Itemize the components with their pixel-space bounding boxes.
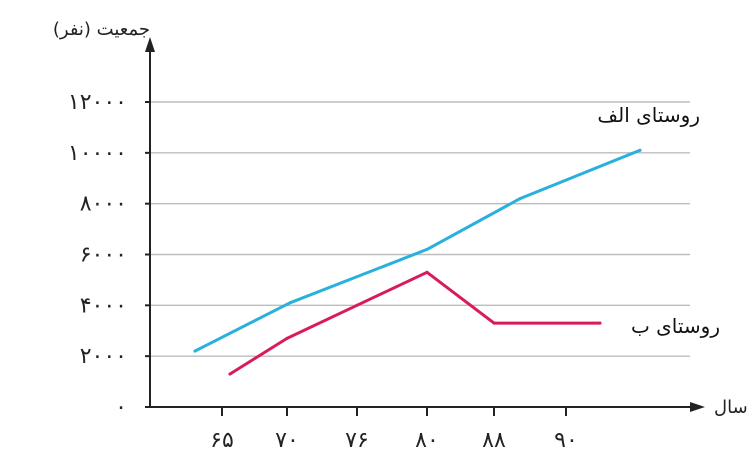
series-0-point-2 [425,247,429,251]
x-tick-label-4: ۸۸ [482,428,506,453]
series-0-point-4 [638,148,642,152]
series-layer [193,148,642,376]
series-line-1 [228,270,602,376]
series-1-point-5 [598,321,602,325]
x-tick-label-2: ۷۶ [345,428,369,453]
series-1-point-2 [355,303,359,307]
series-1-point-3 [425,270,429,274]
axes-layer: جمعیت (نفر) سال [53,19,748,418]
labels-layer: روستای الف روستای ب [597,103,720,338]
series-1-point-4 [492,321,496,325]
y-tick-label-3: ۶۰۰۰ [80,243,127,268]
y-tick-label-0: ۰ [115,395,127,420]
series-label-0: روستای الف [597,103,700,127]
ticks-layer: ۰ ۲۰۰۰ ۴۰۰۰ ۶۰۰۰ ۸۰۰۰ ۱۰۰۰۰ ۱۲۰۰۰ ۶۵ ۷۰ ۷۶ ۸۰ ۸۸ ۹۰ [68,90,578,453]
grid-layer [150,101,690,357]
y-tick-label-6: ۱۲۰۰۰ [68,90,127,115]
y-axis-arrow [145,37,155,52]
series-0-point-3 [518,197,522,201]
x-tick-label-0: ۶۵ [210,428,234,453]
x-axis-arrow [690,402,705,412]
series-line-0 [193,148,642,353]
y-tick-label-1: ۲۰۰۰ [80,344,127,369]
series-1-point-0 [228,372,232,376]
series-0-point-0 [193,349,197,353]
series-label-1: روستای ب [631,314,720,338]
x-tick-label-1: ۷۰ [275,428,299,453]
y-tick-label-4: ۸۰۰۰ [80,192,127,217]
y-tick-label-2: ۴۰۰۰ [80,293,127,318]
x-axis-label: سال [714,397,748,418]
series-0-point-1 [288,301,292,305]
y-axis-label: جمعیت (نفر) [53,19,150,40]
series-1-point-1 [285,336,289,340]
y-tick-label-5: ۱۰۰۰۰ [68,141,127,166]
x-tick-label-5: ۹۰ [554,428,578,453]
x-tick-label-3: ۸۰ [415,428,439,453]
